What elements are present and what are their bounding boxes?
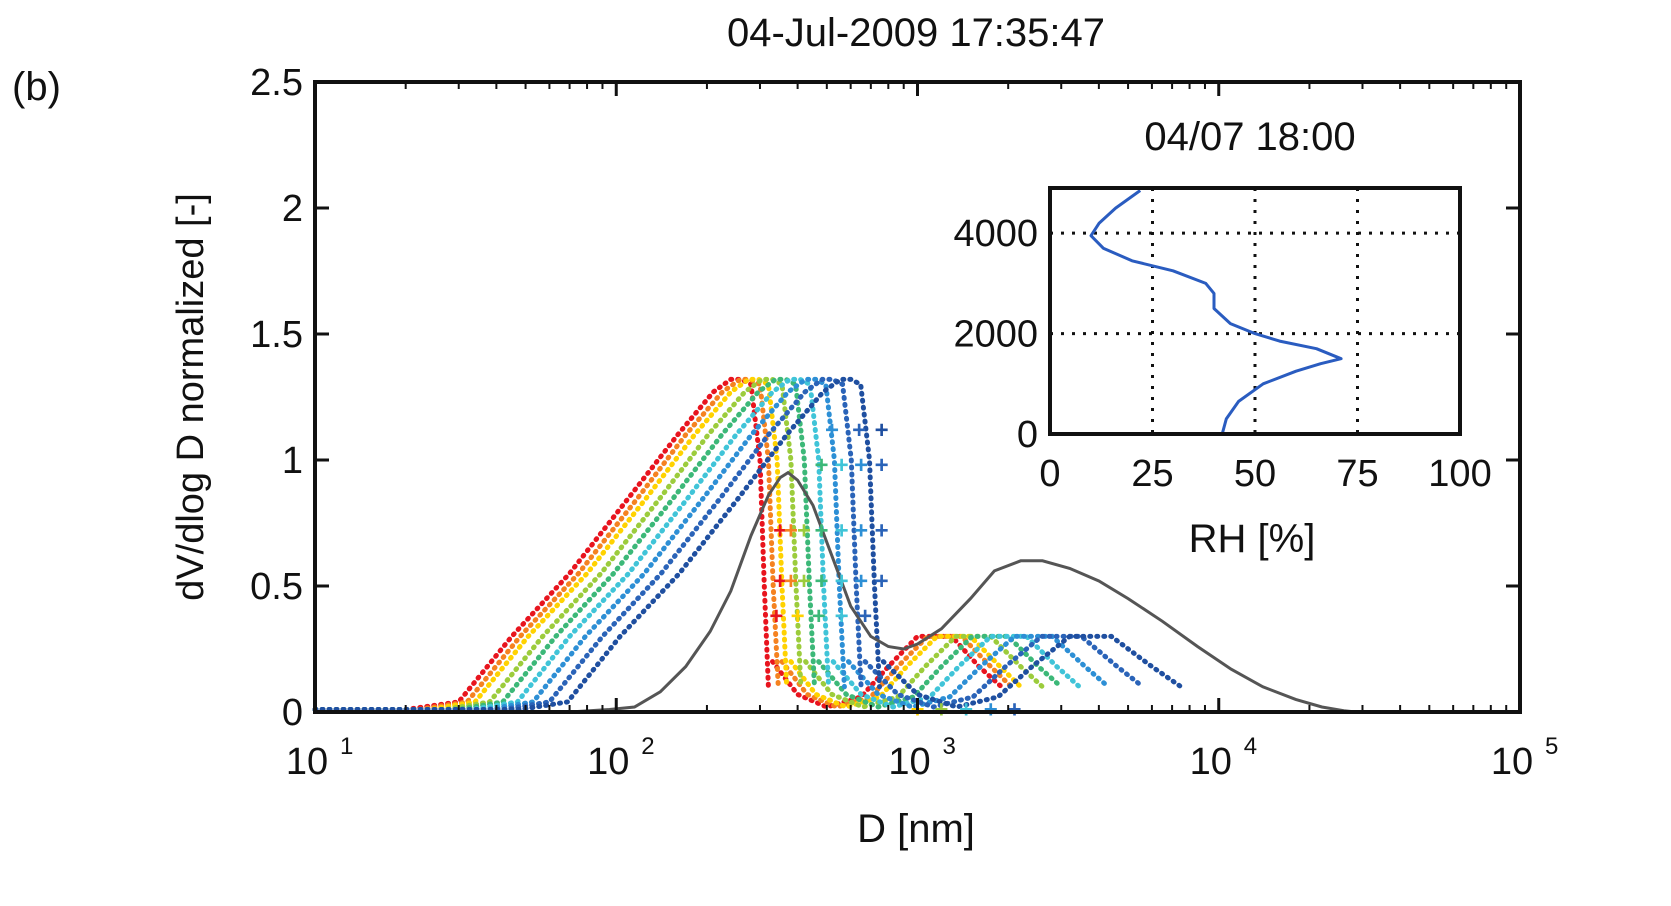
main-series-6-line-1 bbox=[846, 633, 1111, 710]
main-marker-12: + bbox=[875, 518, 889, 545]
main-x-tick-label-2: 10 bbox=[888, 741, 930, 783]
main-x-tick-label-0: 10 bbox=[286, 741, 328, 783]
main-plot: +++++++++++++++++++++++++++++++ 10110210… bbox=[170, 62, 1558, 851]
main-series-3-line-1 bbox=[803, 633, 1045, 710]
main-series-0-line-0 bbox=[312, 376, 771, 712]
main-marker-27: + bbox=[934, 696, 948, 723]
main-marker-29: + bbox=[984, 696, 998, 723]
inset-grid bbox=[1050, 188, 1460, 434]
inset-y-tick-label-1: 2000 bbox=[953, 314, 1038, 356]
main-series-1-line-1 bbox=[779, 633, 1014, 710]
main-y-tick-label-3: 1.5 bbox=[250, 314, 303, 356]
main-x-tick-label-exp-2: 3 bbox=[943, 733, 956, 760]
main-x-axis-label: D [nm] bbox=[857, 807, 975, 851]
main-marker-10: + bbox=[854, 518, 868, 545]
inset-tick-labels: 0 25 50 75 100 0 2000 4000 bbox=[953, 213, 1491, 495]
main-marker-2: + bbox=[784, 518, 798, 545]
main-marker-11: + bbox=[854, 568, 868, 595]
main-series-9-line bbox=[315, 470, 1356, 714]
main-y-tick-label-4: 2 bbox=[282, 188, 303, 230]
inset-frame bbox=[1048, 186, 1462, 436]
main-marker-3: + bbox=[784, 568, 798, 595]
inset-x-tick-label-4: 100 bbox=[1428, 453, 1491, 495]
main-marker-19: + bbox=[852, 417, 866, 444]
main-plot-frame bbox=[313, 80, 1522, 714]
main-marker-22: + bbox=[791, 603, 805, 630]
main-marker-16: + bbox=[854, 452, 868, 479]
inset-x-tick-label-0: 0 bbox=[1039, 453, 1060, 495]
main-y-tick-label-1: 0.5 bbox=[250, 566, 303, 608]
main-marker-5: + bbox=[797, 568, 811, 595]
main-marker-25: + bbox=[858, 603, 872, 630]
main-marker-24: + bbox=[835, 603, 849, 630]
panel-label: (b) bbox=[12, 65, 61, 109]
main-y-tick-label-0: 0 bbox=[282, 692, 303, 734]
inset-y-tick-label-2: 4000 bbox=[953, 213, 1038, 255]
main-markers-group: +++++++++++++++++++++++++++++++ bbox=[769, 417, 1021, 724]
main-marker-4: + bbox=[797, 518, 811, 545]
main-series-4-line-0 bbox=[312, 376, 817, 712]
main-marker-0: + bbox=[773, 518, 787, 545]
inset-rh-profile-line bbox=[1089, 189, 1343, 435]
main-x-tick-label-exp-1: 2 bbox=[641, 733, 654, 760]
main-marker-30: + bbox=[1008, 696, 1022, 723]
main-x-tick-label-exp-3: 4 bbox=[1244, 733, 1257, 760]
main-marker-8: + bbox=[835, 518, 849, 545]
main-marker-1: + bbox=[773, 568, 787, 595]
main-x-tick-label-4: 10 bbox=[1491, 741, 1533, 783]
main-marker-28: + bbox=[959, 696, 973, 723]
inset-plot: 0 25 50 75 100 0 2000 4000 04/07 18:00 RH [%] bbox=[953, 115, 1491, 561]
main-series-5-line-1 bbox=[830, 633, 1082, 710]
main-x-tick-label-exp-4: 5 bbox=[1545, 733, 1558, 760]
main-marker-21: + bbox=[769, 603, 783, 630]
main-tick-labels: 10 1 10 2 10 3 10 4 10 500.511.522.5 bbox=[250, 62, 1558, 783]
main-marker-6: + bbox=[814, 518, 828, 545]
main-series-7-line-1 bbox=[862, 633, 1146, 710]
main-marker-15: + bbox=[835, 452, 849, 479]
main-series-1-line-0 bbox=[312, 376, 781, 712]
main-series-8-line-0 bbox=[312, 376, 882, 712]
main-marker-18: + bbox=[825, 417, 839, 444]
main-series-7-line-0 bbox=[312, 376, 864, 712]
main-x-tick-label-exp-0: 1 bbox=[340, 733, 353, 760]
main-series-group bbox=[312, 376, 1356, 714]
main-chart-title: 04-Jul-2009 17:35:47 bbox=[727, 11, 1105, 55]
main-y-axis-label: dV/dlog D normalized [-] bbox=[170, 193, 212, 601]
main-y-tick-label-5: 2.5 bbox=[250, 62, 303, 104]
inset-x-tick-label-3: 75 bbox=[1336, 453, 1378, 495]
main-series-2-line-0 bbox=[312, 376, 790, 712]
main-series-6-line-0 bbox=[312, 376, 847, 712]
inset-title: 04/07 18:00 bbox=[1144, 115, 1355, 159]
main-series-8-line-1 bbox=[880, 633, 1184, 710]
main-marker-17: + bbox=[875, 452, 889, 479]
main-marker-20: + bbox=[875, 417, 889, 444]
main-series-3-line-0 bbox=[312, 376, 804, 712]
inset-x-tick-label-2: 50 bbox=[1234, 453, 1276, 495]
main-marker-14: + bbox=[814, 452, 828, 479]
main-series-5-line-0 bbox=[312, 376, 832, 712]
main-marker-13: + bbox=[875, 568, 889, 595]
main-x-tick-label-3: 10 bbox=[1190, 741, 1232, 783]
main-y-tick-label-2: 1 bbox=[282, 440, 303, 482]
main-x-tick-label-1: 10 bbox=[587, 741, 629, 783]
inset-x-axis-label: RH [%] bbox=[1189, 517, 1316, 561]
inset-series-group bbox=[1089, 189, 1343, 435]
main-marker-9: + bbox=[835, 568, 849, 595]
main-marker-7: + bbox=[814, 568, 828, 595]
main-series-4-line-1 bbox=[816, 633, 1064, 710]
inset-y-tick-label-0: 0 bbox=[1017, 414, 1038, 456]
main-marker-23: + bbox=[812, 603, 826, 630]
inset-x-tick-label-1: 25 bbox=[1131, 453, 1173, 495]
